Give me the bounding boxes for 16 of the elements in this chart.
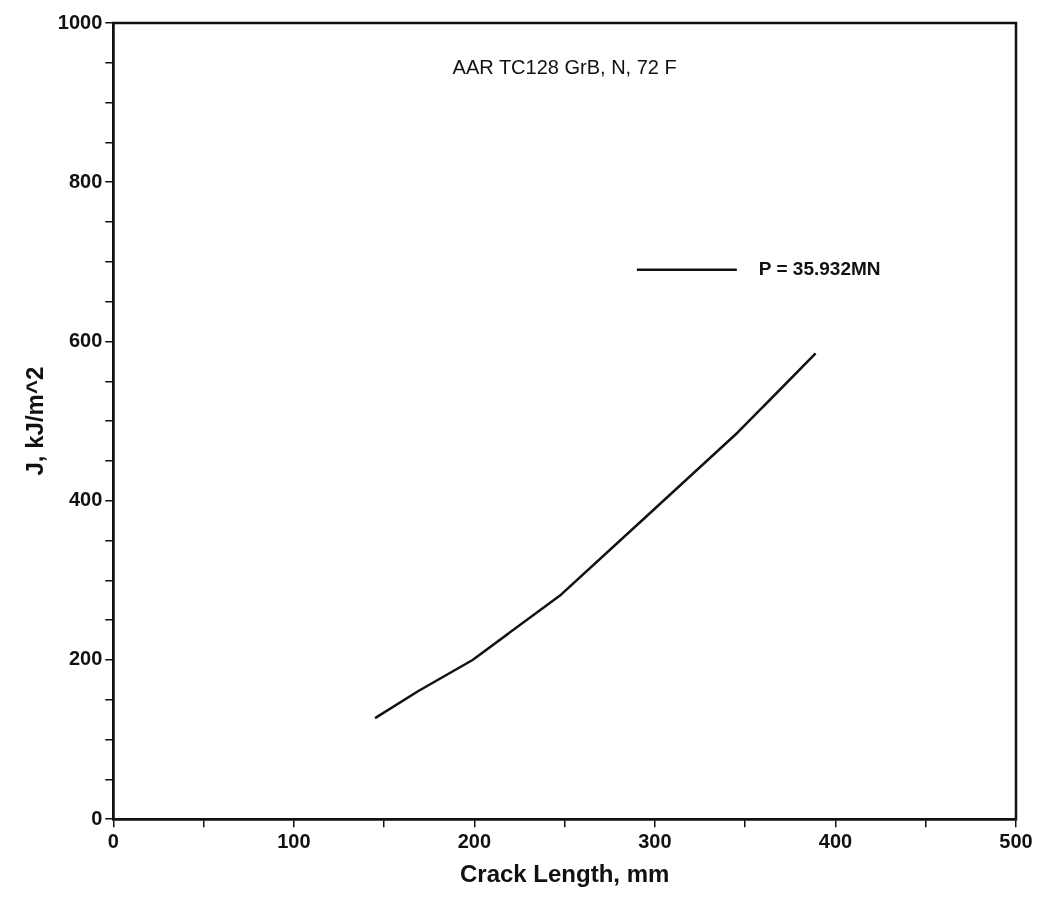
x-axis-title: Crack Length, mm — [459, 860, 670, 888]
y-tick-label: 200 — [68, 647, 103, 670]
text: P = 35.932MN — [758, 258, 881, 280]
x-tick-label: 400 — [818, 829, 853, 852]
x-tick-label: 500 — [999, 829, 1033, 852]
y-tick-label: 0 — [91, 806, 103, 829]
y-tick-label: 600 — [68, 329, 103, 351]
y-axis-title: J, kJ/m^2 — [21, 366, 49, 476]
y-tick-label: 400 — [68, 488, 103, 511]
y-tick-label: 800 — [68, 169, 103, 192]
x-tick-label: 200 — [457, 829, 492, 852]
x-tick-label: 0 — [107, 829, 119, 852]
x-tick-label: 300 — [638, 829, 672, 852]
x-tick-label: 100 — [277, 829, 311, 852]
y-tick-label: 1000 — [57, 10, 103, 33]
text: AAR TC128 GrB, N, 72 F — [452, 55, 677, 78]
